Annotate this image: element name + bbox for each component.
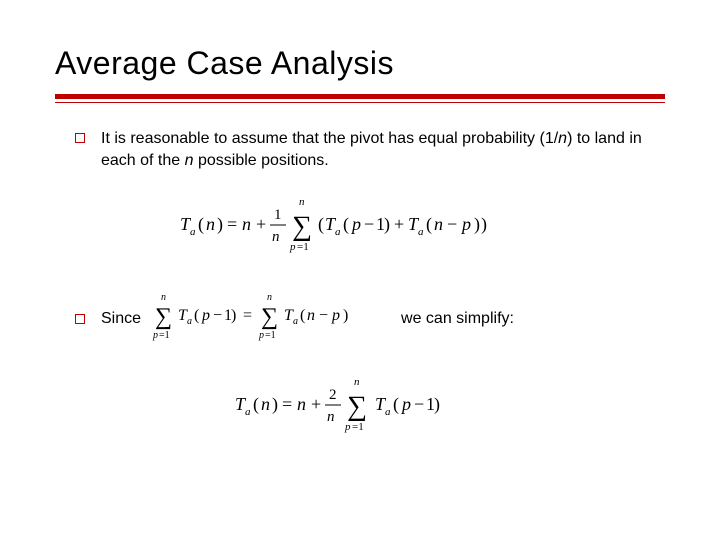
formula-1-svg: Ta (n) = n + 1 n ∑ n p =1 ( Ta ( p − 1 )… bbox=[180, 195, 540, 255]
svg-text:(: ( bbox=[393, 394, 399, 415]
bullet-marker-icon bbox=[75, 314, 85, 324]
svg-text:+: + bbox=[311, 394, 321, 414]
svg-text:(: ( bbox=[253, 394, 259, 415]
svg-text:n: n bbox=[267, 292, 272, 303]
bullet-marker-icon bbox=[75, 133, 85, 143]
bullet1-n2: n bbox=[185, 152, 194, 169]
svg-text:n: n bbox=[434, 214, 443, 234]
svg-text:(: ( bbox=[318, 214, 324, 235]
svg-text:=: = bbox=[282, 394, 292, 414]
svg-text:=1: =1 bbox=[352, 421, 364, 433]
svg-text:a: a bbox=[245, 406, 251, 418]
svg-text:a: a bbox=[187, 316, 192, 327]
svg-text:): ) bbox=[343, 307, 348, 324]
bullet-2: Since ∑ n p=1 Ta ( p − 1 ) = ∑ n p=1 Ta bbox=[75, 292, 665, 347]
svg-text:p: p bbox=[331, 307, 340, 324]
thin-line bbox=[55, 102, 665, 103]
svg-text:p: p bbox=[400, 394, 411, 414]
svg-text:): ) bbox=[231, 307, 236, 324]
formula-1: Ta (n) = n + 1 n ∑ n p =1 ( Ta ( p − 1 )… bbox=[55, 195, 665, 260]
svg-text:=1: =1 bbox=[265, 330, 276, 341]
svg-text:∑: ∑ bbox=[292, 211, 312, 242]
formula-2-svg: ∑ n p=1 Ta ( p − 1 ) = ∑ n p=1 Ta ( n − bbox=[151, 292, 381, 342]
formula-2: ∑ n p=1 Ta ( p − 1 ) = ∑ n p=1 Ta ( n − bbox=[151, 292, 381, 347]
since-tail: we can simplify: bbox=[401, 310, 514, 328]
svg-text:(: ( bbox=[300, 307, 305, 324]
svg-text:=1: =1 bbox=[159, 330, 170, 341]
svg-text:−: − bbox=[447, 214, 457, 234]
svg-text:−: − bbox=[364, 214, 374, 234]
svg-text:n: n bbox=[161, 292, 166, 303]
svg-text:): ) bbox=[217, 214, 223, 235]
svg-text:(: ( bbox=[343, 214, 349, 235]
svg-text:p: p bbox=[258, 330, 264, 341]
svg-text:(: ( bbox=[194, 307, 199, 324]
svg-text:n: n bbox=[242, 214, 251, 234]
svg-text:a: a bbox=[335, 226, 341, 238]
svg-text:n: n bbox=[272, 229, 280, 245]
svg-text:=: = bbox=[227, 214, 237, 234]
svg-text:a: a bbox=[190, 226, 196, 238]
svg-text:n: n bbox=[297, 394, 306, 414]
since-label: Since bbox=[101, 310, 141, 328]
bullet-1-text: It is reasonable to assume that the pivo… bbox=[101, 128, 665, 173]
svg-text:2: 2 bbox=[329, 387, 337, 403]
svg-text:∑: ∑ bbox=[347, 391, 367, 422]
svg-text:p: p bbox=[460, 214, 471, 234]
bullet-1: It is reasonable to assume that the pivo… bbox=[75, 128, 665, 173]
svg-text:a: a bbox=[418, 226, 424, 238]
svg-text:n: n bbox=[354, 376, 360, 388]
svg-text:(: ( bbox=[198, 214, 204, 235]
svg-text:n: n bbox=[299, 196, 305, 208]
svg-text:=1: =1 bbox=[297, 241, 309, 253]
svg-text:∑: ∑ bbox=[155, 304, 172, 330]
svg-text:−: − bbox=[319, 307, 328, 324]
svg-text:p: p bbox=[289, 241, 296, 253]
svg-text:p: p bbox=[350, 214, 361, 234]
svg-text:n: n bbox=[307, 307, 315, 324]
red-bar bbox=[55, 94, 665, 99]
slide-container: Average Case Analysis It is reasonable t… bbox=[0, 0, 720, 540]
svg-text:1: 1 bbox=[274, 207, 282, 223]
svg-text:n: n bbox=[327, 409, 335, 425]
svg-text:a: a bbox=[293, 316, 298, 327]
svg-text:): ) bbox=[481, 214, 487, 235]
svg-text:(: ( bbox=[426, 214, 432, 235]
title-underline bbox=[55, 94, 665, 103]
bullet1-prefix: It is reasonable to assume that the pivo… bbox=[101, 130, 558, 147]
svg-text:+: + bbox=[394, 214, 404, 234]
svg-text:p: p bbox=[152, 330, 158, 341]
bullet1-suffix: possible positions. bbox=[194, 152, 329, 169]
slide-title: Average Case Analysis bbox=[55, 45, 665, 82]
svg-text:∑: ∑ bbox=[261, 304, 278, 330]
bullet1-n1: n bbox=[558, 130, 567, 147]
svg-text:n: n bbox=[261, 394, 270, 414]
svg-text:=: = bbox=[243, 307, 252, 324]
svg-text:−: − bbox=[213, 307, 222, 324]
svg-text:p: p bbox=[344, 421, 351, 433]
svg-text:): ) bbox=[434, 394, 440, 415]
svg-text:a: a bbox=[385, 406, 391, 418]
svg-text:): ) bbox=[474, 214, 480, 235]
formula-3: Ta (n) = n + 2 n ∑ n p =1 Ta ( p − 1 ) bbox=[55, 375, 665, 440]
svg-text:): ) bbox=[272, 394, 278, 415]
svg-text:−: − bbox=[414, 394, 424, 414]
svg-text:p: p bbox=[201, 307, 210, 324]
svg-text:n: n bbox=[206, 214, 215, 234]
svg-text:): ) bbox=[384, 214, 390, 235]
formula-3-svg: Ta (n) = n + 2 n ∑ n p =1 Ta ( p − 1 ) bbox=[235, 375, 485, 435]
svg-text:+: + bbox=[256, 214, 266, 234]
